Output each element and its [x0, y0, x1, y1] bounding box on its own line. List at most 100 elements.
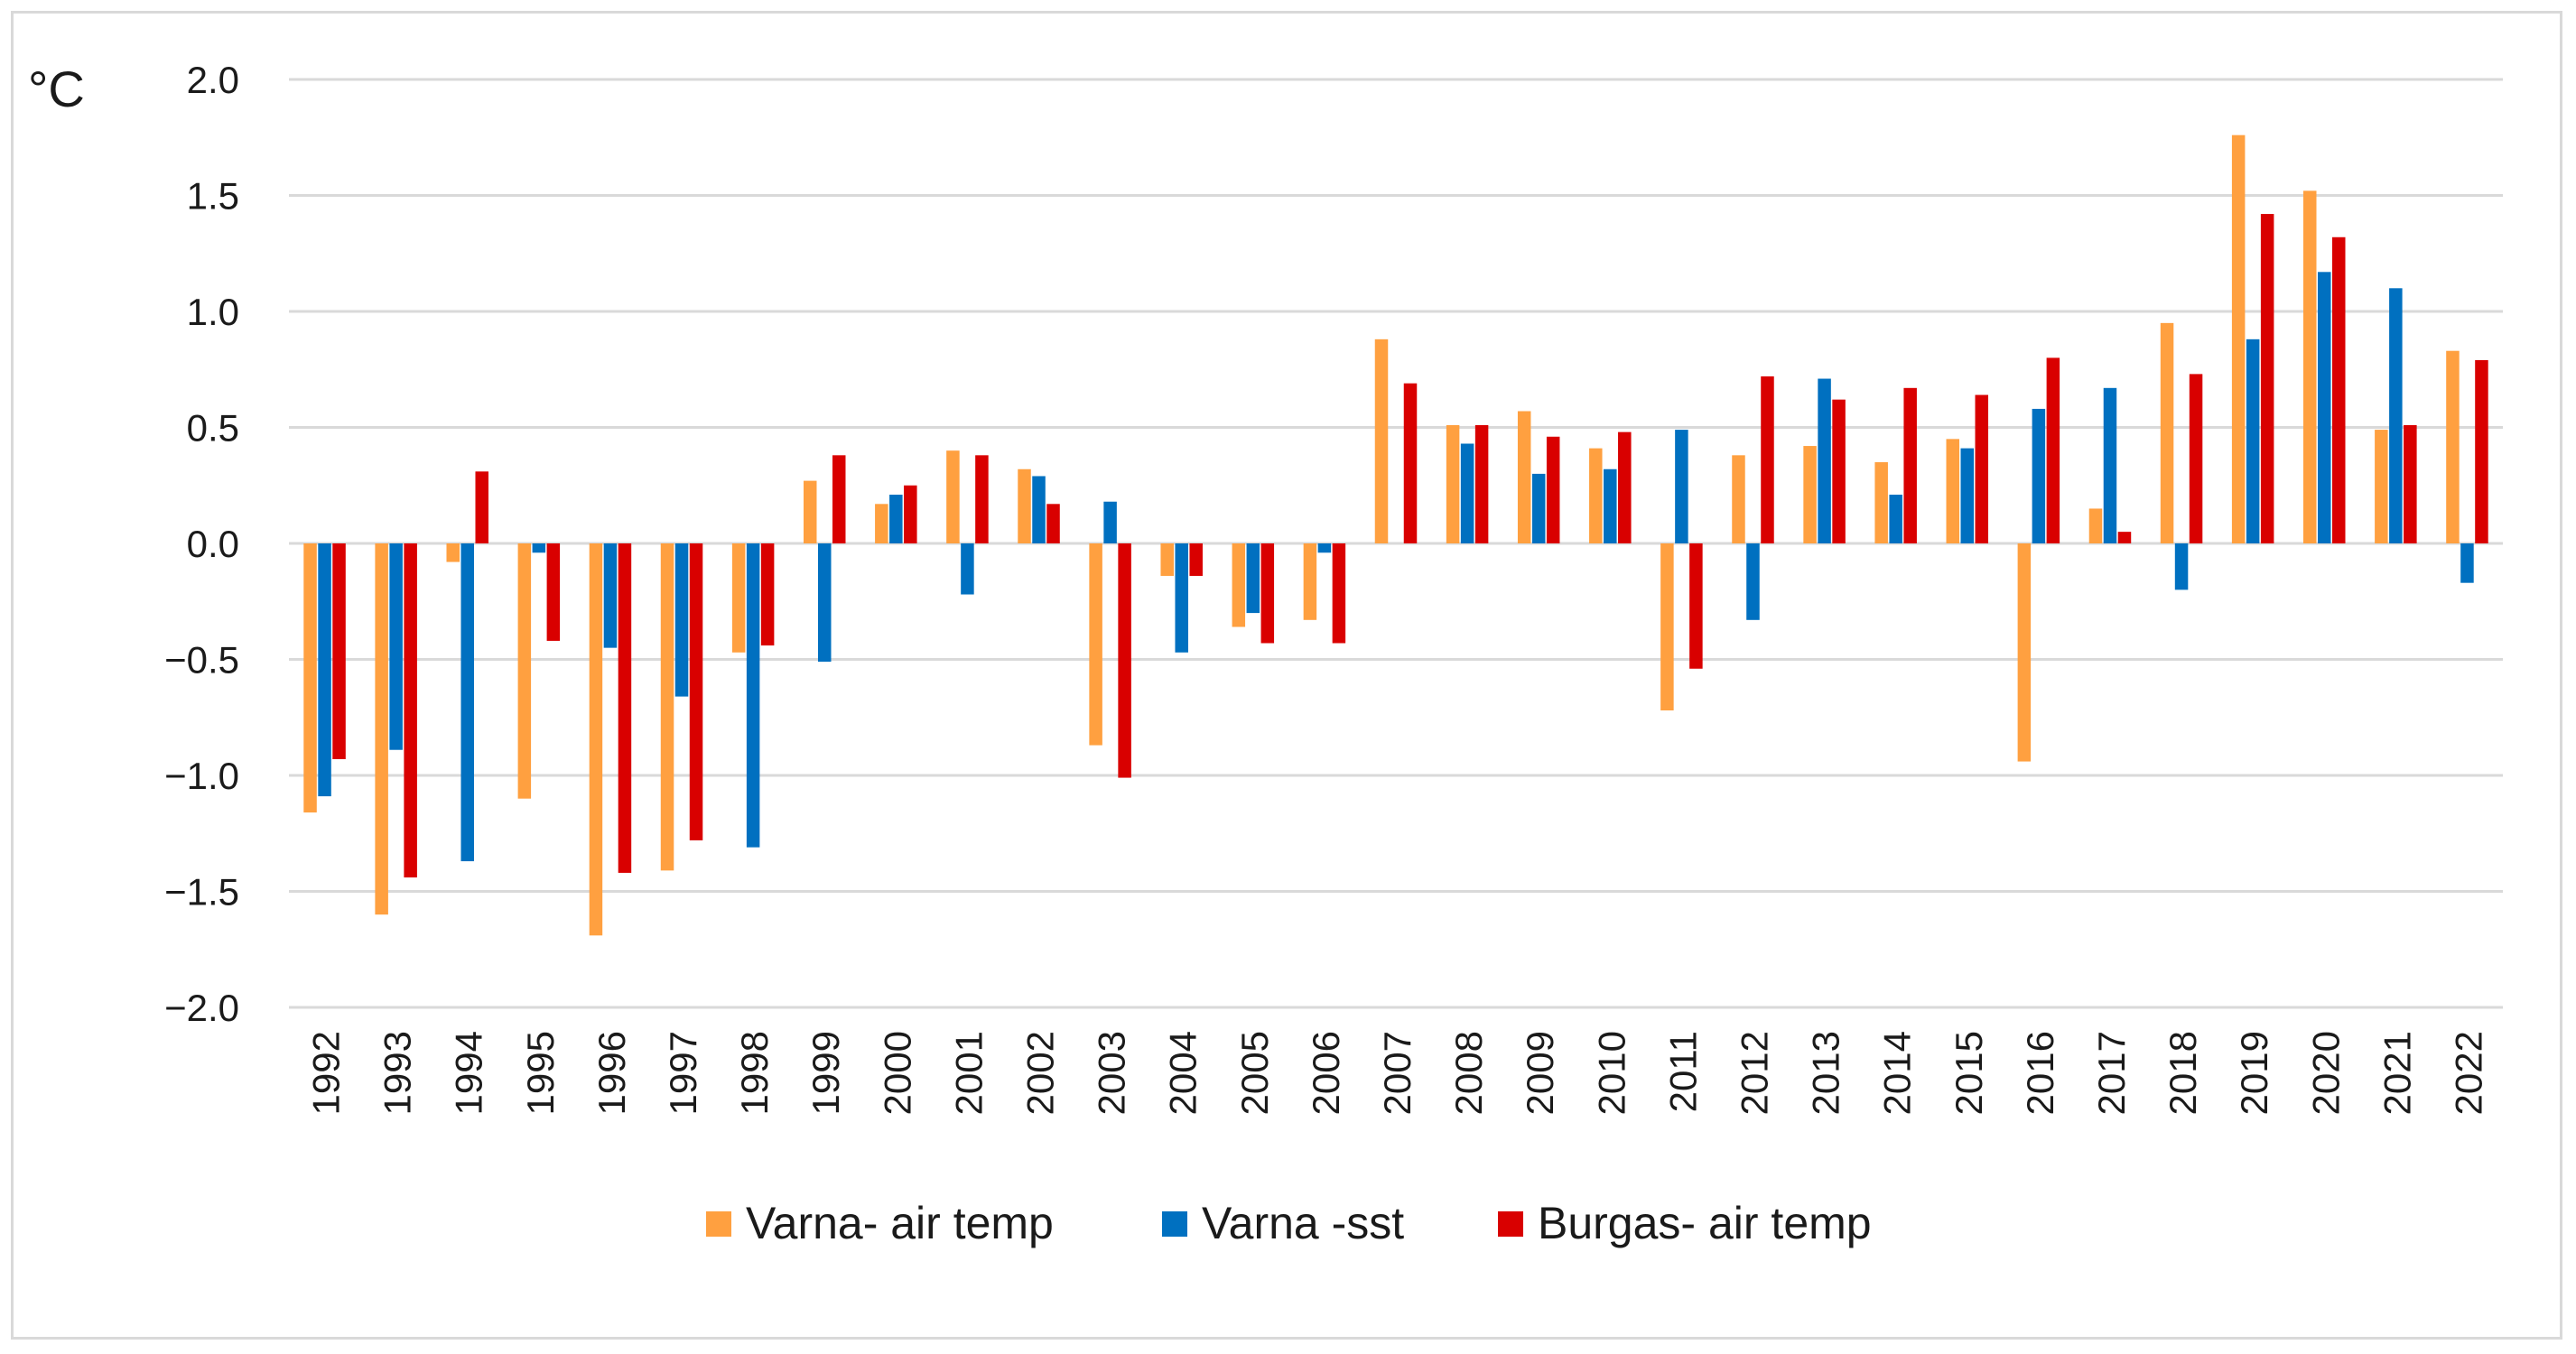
- series-2: [318, 272, 2474, 862]
- x-tick-label: 2007: [1376, 1031, 1418, 1115]
- x-tick-label: 2008: [1447, 1031, 1490, 1115]
- bar: [1604, 468, 1617, 543]
- bar: [961, 543, 974, 595]
- bar: [1975, 394, 1989, 543]
- y-axis-unit-label: °C: [28, 60, 85, 117]
- bar: [2046, 357, 2060, 543]
- bar: [1403, 383, 1418, 543]
- x-tick-label: 2003: [1091, 1031, 1133, 1115]
- bar: [2017, 543, 2032, 762]
- bar: [1531, 473, 1546, 543]
- bar: [1175, 543, 1188, 653]
- bar: [1018, 468, 1031, 543]
- x-tick-label: 2010: [1590, 1031, 1632, 1115]
- bar: [2318, 272, 2331, 543]
- x-tick-label: 2016: [2019, 1031, 2061, 1115]
- gridlines: [289, 78, 2503, 1009]
- bar: [1032, 476, 1046, 543]
- x-tick-label: 1993: [377, 1031, 419, 1115]
- x-tick-label: 2017: [2090, 1031, 2133, 1115]
- bar: [1746, 543, 1760, 620]
- bar: [1460, 443, 1474, 543]
- bar: [832, 455, 846, 543]
- bar: [2260, 214, 2274, 543]
- bar: [1689, 543, 1703, 669]
- bar: [1660, 543, 1674, 711]
- legend-swatch: [1498, 1211, 1523, 1237]
- legend-item: Varna- air temp: [706, 1198, 1054, 1248]
- bar: [375, 543, 388, 915]
- bar: [618, 543, 632, 873]
- bar: [660, 543, 674, 871]
- x-tick-label: 2014: [1876, 1031, 1919, 1115]
- bar: [1589, 448, 1603, 543]
- bar: [389, 543, 403, 750]
- bar: [1889, 495, 1902, 543]
- bar: [517, 543, 532, 799]
- bar: [674, 543, 689, 697]
- bar: [2189, 374, 2203, 543]
- bar: [532, 543, 546, 553]
- bar: [2246, 338, 2260, 543]
- legend-item: Burgas- air temp: [1498, 1198, 1872, 1248]
- y-axis-ticks: 2.0 1.5 1.0 0.5 0.0 −0.5 −1.0 −1.5 −2.0: [164, 59, 239, 1029]
- bar: [446, 543, 460, 562]
- bar: [460, 543, 474, 862]
- y-tick-label: 0.0: [187, 523, 239, 565]
- x-tick-label: 1996: [591, 1031, 633, 1115]
- bar: [1946, 439, 1960, 543]
- bar: [1160, 543, 1174, 576]
- bar: [404, 543, 417, 878]
- x-tick-label: 2022: [2447, 1031, 2489, 1115]
- bar: [904, 485, 917, 543]
- bar: [746, 543, 760, 848]
- bar: [1446, 424, 1460, 543]
- legend-label: Varna -sst: [1202, 1198, 1404, 1248]
- x-tick-label: 2000: [876, 1031, 918, 1115]
- y-tick-label: 2.0: [187, 59, 239, 101]
- bar: [2088, 508, 2103, 543]
- bar: [1761, 376, 1774, 543]
- bar: [760, 543, 775, 646]
- x-tick-label: 2004: [1162, 1031, 1204, 1115]
- bar: [2032, 408, 2046, 543]
- legend-label: Burgas- air temp: [1538, 1198, 1872, 1248]
- bar: [689, 543, 703, 840]
- legend-swatch: [706, 1211, 731, 1237]
- bar: [2303, 190, 2317, 544]
- bar: [1546, 436, 1560, 543]
- bar: [1517, 411, 1531, 543]
- x-tick-label: 2001: [947, 1031, 990, 1115]
- x-tick-label: 2021: [2376, 1031, 2418, 1115]
- x-tick-label: 2018: [2162, 1031, 2204, 1115]
- y-tick-label: −0.5: [164, 639, 239, 682]
- series-1: [303, 134, 2460, 936]
- bar: [603, 543, 618, 648]
- legend-label: Varna- air temp: [746, 1198, 1054, 1248]
- bar: [1803, 446, 1817, 543]
- legend: Varna- air temp Varna -sst Burgas- air tem…: [706, 1198, 1872, 1248]
- bar: [1332, 543, 1346, 644]
- x-tick-label: 2015: [1948, 1031, 1990, 1115]
- y-tick-label: 1.0: [187, 291, 239, 333]
- x-tick-label: 1997: [662, 1031, 704, 1115]
- y-tick-label: −1.0: [164, 755, 239, 797]
- bar: [975, 455, 989, 543]
- bar: [1960, 448, 1975, 543]
- bar: [1374, 338, 1389, 543]
- series-3: [332, 214, 2488, 878]
- x-tick-label: 2011: [1661, 1031, 1704, 1112]
- bar: [1903, 387, 1917, 543]
- bar: [1260, 543, 1275, 644]
- x-tick-label: 1994: [448, 1031, 490, 1115]
- bar: [1303, 543, 1317, 620]
- y-tick-label: 0.5: [187, 407, 239, 450]
- y-tick-label: −1.5: [164, 871, 239, 913]
- bar: [2375, 430, 2388, 543]
- bar: [2174, 543, 2189, 590]
- x-tick-label: 1998: [733, 1031, 776, 1115]
- bars: [303, 134, 2488, 936]
- bar: [1118, 543, 1131, 778]
- bar: [546, 543, 561, 641]
- bar: [1732, 455, 1745, 543]
